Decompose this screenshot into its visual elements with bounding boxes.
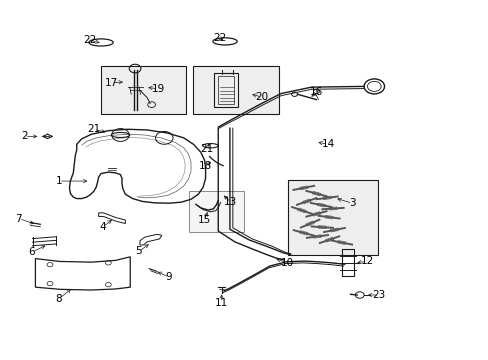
- Bar: [311, 192, 320, 196]
- Text: 18: 18: [199, 161, 212, 171]
- Bar: [299, 231, 307, 235]
- Bar: [299, 186, 307, 190]
- Text: 21: 21: [200, 144, 213, 154]
- Text: 19: 19: [151, 84, 165, 94]
- Text: 22: 22: [82, 35, 96, 45]
- Text: 22: 22: [213, 33, 226, 43]
- Text: 8: 8: [55, 294, 62, 304]
- Text: 9: 9: [165, 272, 172, 282]
- Bar: [302, 199, 310, 204]
- Text: 17: 17: [104, 78, 118, 88]
- Text: 21: 21: [87, 124, 100, 134]
- Bar: [287, 180, 377, 255]
- Bar: [188, 191, 244, 232]
- Bar: [218, 76, 233, 104]
- Bar: [341, 249, 354, 276]
- Text: 13: 13: [224, 197, 237, 207]
- Bar: [337, 240, 345, 244]
- Text: 2: 2: [21, 131, 28, 141]
- Bar: [317, 203, 325, 207]
- Text: 6: 6: [29, 247, 35, 257]
- Text: 10: 10: [280, 258, 293, 268]
- Text: 16: 16: [309, 87, 323, 98]
- Text: 7: 7: [16, 213, 22, 224]
- Text: 5: 5: [135, 247, 142, 256]
- Text: 14: 14: [321, 139, 334, 149]
- Bar: [311, 212, 320, 216]
- Bar: [325, 237, 333, 242]
- Bar: [329, 228, 338, 232]
- Text: 23: 23: [372, 290, 385, 300]
- Bar: [325, 215, 332, 219]
- Text: 4: 4: [99, 222, 105, 232]
- Bar: [313, 235, 321, 238]
- Bar: [101, 66, 186, 114]
- Bar: [305, 221, 314, 226]
- Text: 1: 1: [55, 176, 62, 186]
- Bar: [214, 73, 237, 107]
- Text: 3: 3: [348, 198, 355, 208]
- Text: 11: 11: [215, 297, 228, 307]
- Bar: [323, 196, 330, 199]
- Bar: [193, 66, 278, 114]
- Bar: [297, 208, 305, 213]
- Text: 20: 20: [255, 92, 268, 102]
- Text: 15: 15: [198, 215, 211, 225]
- Text: 12: 12: [360, 256, 373, 266]
- Bar: [318, 226, 325, 229]
- Bar: [328, 207, 336, 210]
